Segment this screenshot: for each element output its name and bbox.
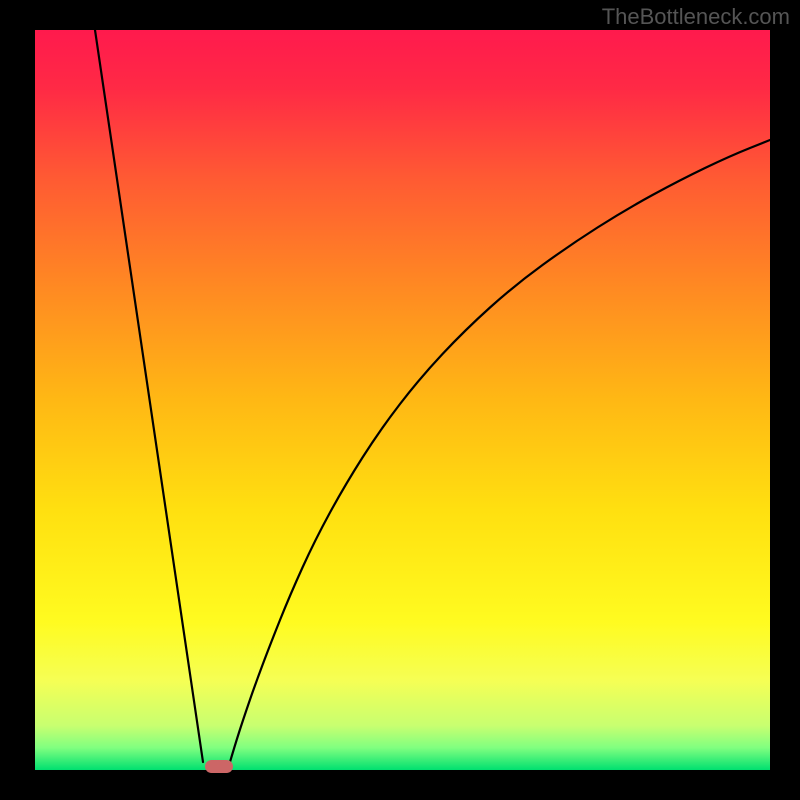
plot-area [35,30,770,770]
optimal-marker [205,760,233,773]
watermark-label: TheBottleneck.com [602,4,790,30]
bottleneck-curve [35,30,770,770]
chart-container: TheBottleneck.com [0,0,800,800]
